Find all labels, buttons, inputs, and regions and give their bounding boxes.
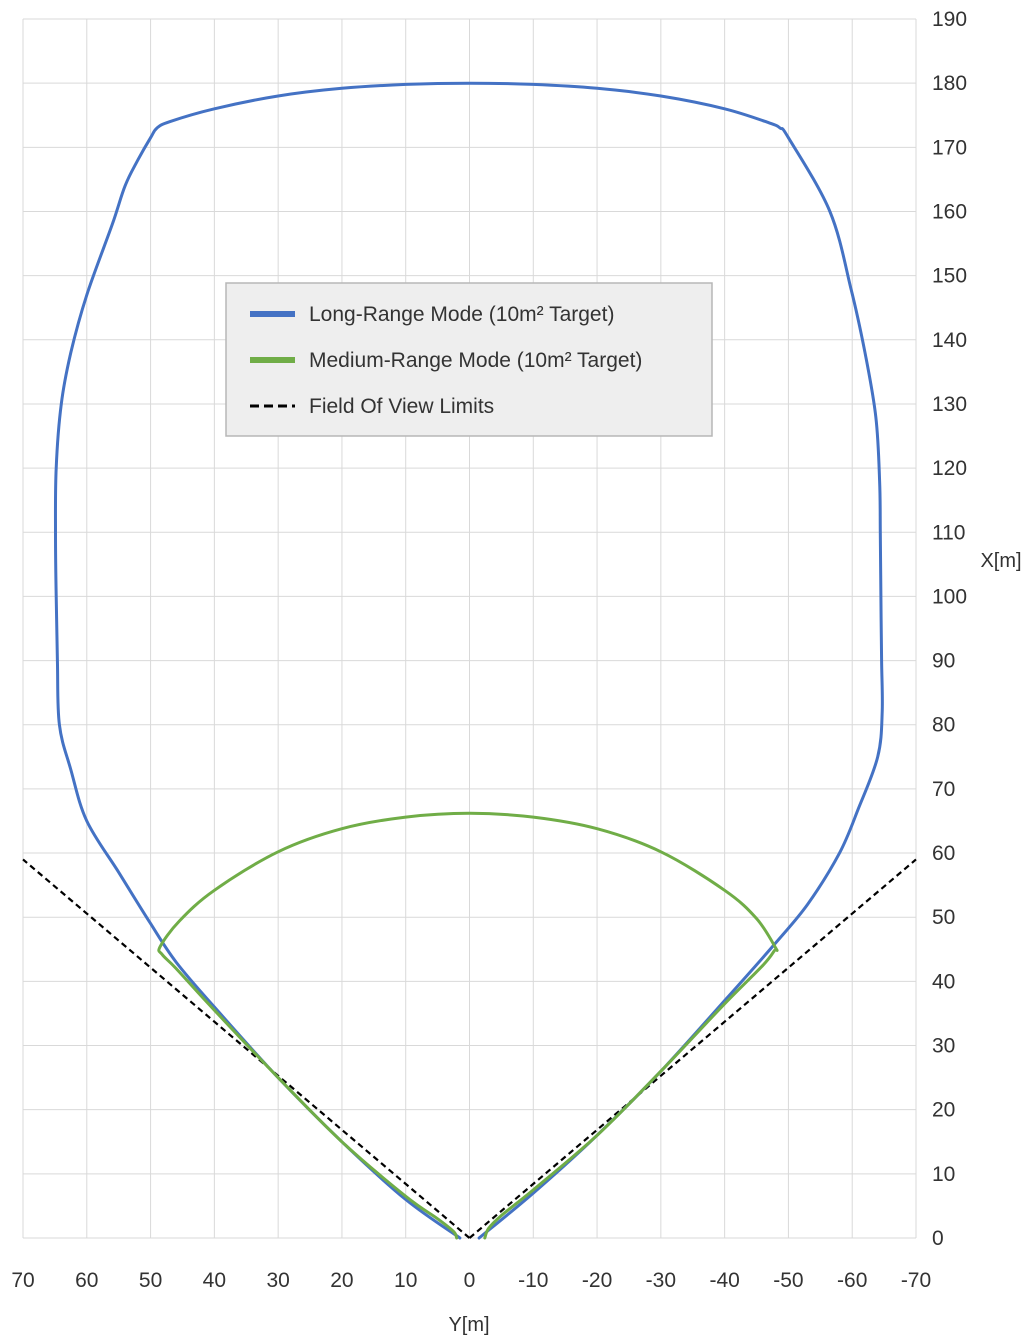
x-tick-label: -10 (518, 1269, 548, 1292)
x-tick-label: -20 (582, 1269, 612, 1292)
y-tick-label: 110 (932, 521, 965, 544)
x-tick-label: 30 (266, 1269, 289, 1292)
y-tick-label: 30 (932, 1035, 955, 1058)
x-tick-label: 0 (464, 1269, 476, 1292)
legend-label-fov: Field Of View Limits (309, 395, 494, 418)
y-tick-label: 180 (932, 72, 967, 95)
x-tick-label: -70 (901, 1269, 931, 1292)
y-tick-label: 0 (932, 1227, 944, 1250)
y-tick-label: 190 (932, 8, 967, 31)
legend-label-long-range: Long-Range Mode (10m² Target) (309, 303, 614, 326)
y-tick-label: 170 (932, 136, 967, 159)
y-tick-label: 50 (932, 906, 955, 929)
x-tick-label: 10 (394, 1269, 417, 1292)
y-tick-label: 10 (932, 1163, 955, 1186)
x-tick-label: 40 (203, 1269, 226, 1292)
legend-label-medium-range: Medium-Range Mode (10m² Target) (309, 349, 642, 372)
y-tick-label: 140 (932, 329, 967, 352)
x-tick-label: 70 (11, 1269, 34, 1292)
y-tick-label: 60 (932, 842, 955, 865)
y-tick-label: 120 (932, 457, 967, 480)
y-tick-label: 70 (932, 778, 955, 801)
y-tick-label: 80 (932, 714, 955, 737)
y-tick-label: 40 (932, 970, 955, 993)
y-tick-label: 130 (932, 393, 967, 416)
y-tick-label: 160 (932, 200, 967, 223)
x-tick-label: -40 (709, 1269, 739, 1292)
x-axis-title: Y[m] (448, 1314, 489, 1336)
y-tick-label: 90 (932, 650, 955, 673)
y-tick-label: 100 (932, 585, 967, 608)
x-tick-label: -30 (646, 1269, 676, 1292)
x-tick-label: -50 (773, 1269, 803, 1292)
y-tick-label: 20 (932, 1099, 955, 1122)
x-tick-label: 50 (139, 1269, 162, 1292)
y-axis-title: X[m] (980, 550, 1021, 572)
y-tick-label: 150 (932, 265, 967, 288)
x-tick-label: -60 (837, 1269, 867, 1292)
legend: Long-Range Mode (10m² Target) Medium-Ran… (226, 283, 712, 436)
x-tick-label: 60 (75, 1269, 98, 1292)
x-tick-label: 20 (330, 1269, 353, 1292)
